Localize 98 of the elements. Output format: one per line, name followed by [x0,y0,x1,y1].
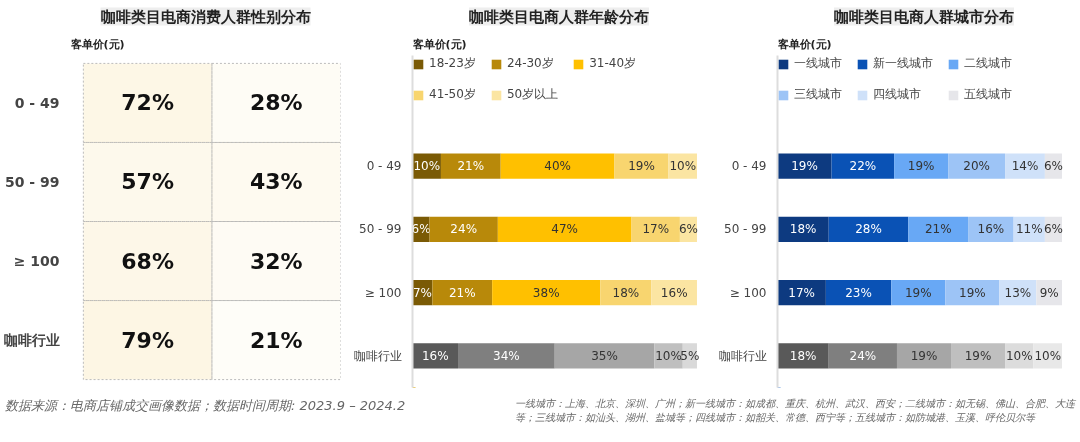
data-label: 68% [121,248,174,274]
data-label: 6% [1043,222,1063,237]
data-label: 7% [412,285,432,300]
data-label: 79% [121,327,174,353]
bar [497,216,632,243]
data-label: 21% [457,159,485,174]
bar [828,216,909,243]
data-label: 19% [964,348,992,363]
data-label: 19% [907,159,935,174]
data-label: 40% [544,159,571,174]
data-label: 24% [450,222,478,237]
data-label: 19% [959,285,986,300]
data-label: 19% [910,348,938,363]
data-label: 19% [904,285,932,300]
data-label: 43% [249,169,303,195]
data-label: 10% [413,159,441,174]
data-label: 10% [669,159,697,174]
bar [458,343,555,369]
data-label: 22% [849,159,877,174]
legend-label: 三线城市 [794,86,842,103]
y-tick-label: 50 - 99 [4,173,60,190]
data-label: 20% [963,159,990,174]
y-tick-label: 咖啡行业 [718,348,767,363]
data-label: 5% [680,348,700,363]
y-tick-label: ≥ 100 [364,285,402,300]
y-tick-label: 0 - 49 [731,159,767,174]
legend-label: 五线城市 [964,86,1012,103]
data-label: 23% [845,285,872,300]
legend-label: 41-50岁 [429,86,476,103]
legend-label: 50岁以上 [506,86,559,103]
legend-label: 24-30岁 [506,55,554,72]
y-tick-label: 0 - 49 [14,94,60,111]
data-label: 16% [977,222,1005,237]
legend-label: 四线城市 [873,86,921,103]
bar [440,153,501,179]
data-label: 18% [612,285,640,300]
y-axis-title: 客单价(元) [776,37,832,51]
data-label: 24% [849,348,877,363]
y-tick-label: 50 - 99 [724,222,767,237]
legend-label: 二线城市 [964,55,1012,72]
bar [908,216,969,243]
data-label: 72% [121,90,174,116]
data-label: 16% [421,348,449,363]
data-label: 19% [791,159,818,174]
legend-label: 18-23岁 [429,55,476,72]
data-label: 18% [789,348,817,363]
y-tick-label: 50 - 99 [359,222,402,237]
y-axis-title: 客单价(元) [411,37,467,51]
bar [828,343,897,369]
bar [951,343,1006,369]
chart-title: 咖啡类目电商消费人群性别分布 [100,7,311,26]
text: 一线城市：上海、北京、深圳、广州；新一线城市：如成都、重庆、杭州、武汉、西安；二线城市：如无锡、佛山、合肥、大连等；三线城市：如汕头、湖州、盐城等；四线城市：如韶关、常德、西宁等；五线城市：如防城港、玉溪、呼伦贝尔等 [515,397,1075,426]
data-label: 6% [678,222,698,237]
data-label: 57% [121,169,174,195]
y-tick-label: ≥ 100 [729,285,767,300]
bar [554,343,655,369]
data-label: 34% [493,348,520,363]
y-tick-label: 咖啡行业 [353,348,402,363]
chart-title: 咖啡类目电商人群年龄分布 [469,7,649,26]
data-label: 11% [1015,222,1043,237]
data-label: 28% [249,90,303,116]
data-label: 10% [1005,348,1033,363]
bar [831,153,895,179]
data-label: 14% [1011,159,1039,174]
chart-title: 咖啡类目电商人群城市分布 [834,7,1014,26]
bar [896,343,952,369]
y-axis-title: 客单价(元) [69,37,125,51]
legend-label: 一线城市 [794,55,842,72]
bar [500,153,615,179]
data-label: 10% [1034,348,1062,363]
data-label: 16% [660,285,688,300]
data-label: 47% [551,222,579,237]
data-label: 9% [1039,285,1059,300]
bar [825,280,892,306]
data-label: 17% [642,222,670,237]
data-label: 21% [249,327,303,353]
data-label: 28% [855,222,882,237]
data-label: 10% [655,348,682,363]
data-label: 21% [448,285,476,300]
data-label: 18% [789,222,817,237]
data-label: 38% [532,285,560,300]
bar [614,153,669,179]
bar [432,280,493,306]
data-label: 21% [924,222,952,237]
data-label: 17% [788,285,816,300]
data-label: 32% [249,248,303,274]
y-tick-label: ≥ 100 [13,253,60,270]
data-label: 35% [591,348,618,363]
y-tick-label: 咖啡行业 [3,332,60,349]
legend-label: 新一线城市 [873,55,933,72]
bar [492,280,601,306]
source-note: 数据来源：电商店铺成交画像数据；数据时间周期: 2023.9 – 2024.2 [5,397,406,415]
data-label: 6% [1043,159,1063,174]
y-tick-label: 0 - 49 [366,159,402,174]
data-label: 19% [628,159,655,174]
data-label: 13% [1004,285,1032,300]
bar [429,216,498,243]
legend-label: 31-40岁 [589,55,637,72]
